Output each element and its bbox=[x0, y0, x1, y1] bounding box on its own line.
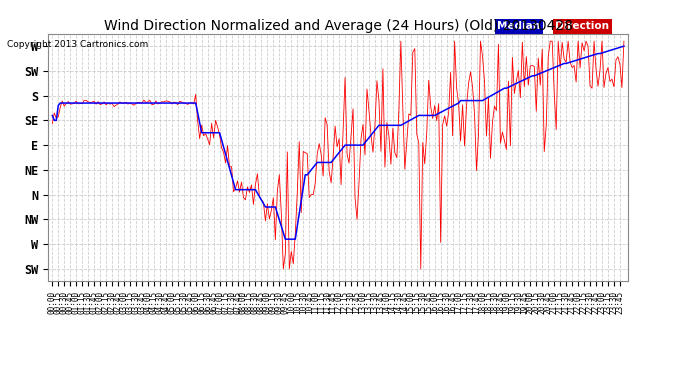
Text: Direction: Direction bbox=[555, 21, 609, 31]
Text: Median: Median bbox=[497, 21, 541, 31]
Text: Copyright 2013 Cartronics.com: Copyright 2013 Cartronics.com bbox=[7, 40, 148, 49]
Title: Wind Direction Normalized and Average (24 Hours) (Old) 20130428: Wind Direction Normalized and Average (2… bbox=[104, 19, 573, 33]
